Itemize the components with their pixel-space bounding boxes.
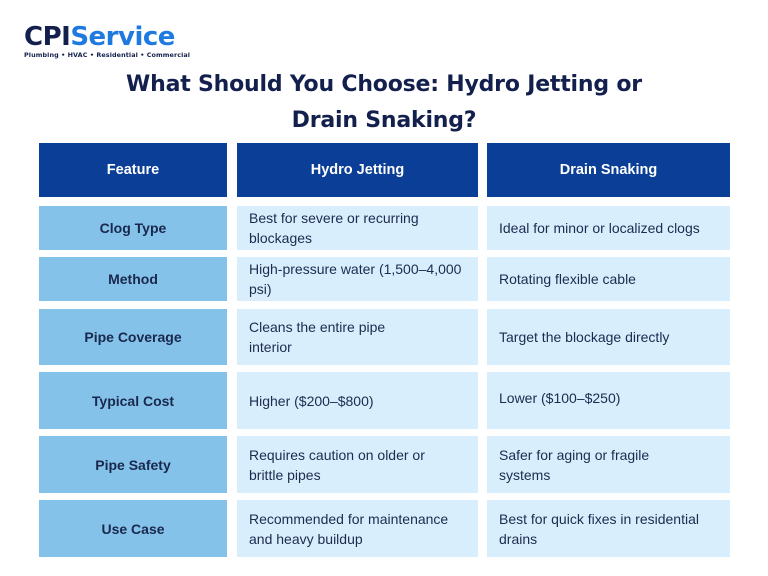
feature-cell-clog-type: Clog Type xyxy=(39,206,227,250)
logo-cpi-text: CPI xyxy=(24,22,71,52)
feature-cell-pipe-safety: Pipe Safety xyxy=(39,436,227,493)
snake-cell-pipe-safety: Safer for aging or fragile systems xyxy=(487,436,730,493)
hydro-cell-pipe-safety: Requires caution on older or brittle pip… xyxy=(237,436,478,493)
header-hydro-jetting: Hydro Jetting xyxy=(237,143,478,197)
snake-cell-use-case: Best for quick fixes in residential drai… xyxy=(487,500,730,557)
hydro-cell-pipe-coverage: Cleans the entire pipe interior xyxy=(237,309,478,365)
feature-cell-typical-cost: Typical Cost xyxy=(39,372,227,429)
feature-cell-pipe-coverage: Pipe Coverage xyxy=(39,309,227,365)
header-drain-snaking: Drain Snaking xyxy=(487,143,730,197)
cpi-service-logo: CPIService Plumbing • HVAC • Residential… xyxy=(24,22,190,59)
feature-cell-use-case: Use Case xyxy=(39,500,227,557)
hydro-cell-clog-type: Best for severe or recurring blockages xyxy=(237,206,478,250)
header-feature: Feature xyxy=(39,143,227,197)
title-line-1: What Should You Choose: Hydro Jetting or xyxy=(126,72,642,97)
logo-tagline: Plumbing • HVAC • Residential • Commerci… xyxy=(24,51,191,59)
hydro-cell-use-case: Recommended for maintenance and heavy bu… xyxy=(237,500,478,557)
title-line-2: Drain Snaking? xyxy=(291,108,477,133)
snake-cell-method: Rotating flexible cable xyxy=(487,257,730,301)
snake-cell-clog-type: Ideal for minor or localized clogs xyxy=(487,206,730,250)
snake-cell-typical-cost: Lower ($100–$250) xyxy=(487,372,730,429)
snake-cell-pipe-coverage: Target the blockage directly xyxy=(487,309,730,365)
logo-wordmark: CPIService xyxy=(24,22,190,52)
hydro-cell-method: High-pressure water (1,500–4,000 psi) xyxy=(237,257,478,301)
page-title: What Should You Choose: Hydro Jetting or… xyxy=(80,67,688,139)
hydro-cell-typical-cost: Higher ($200–$800) xyxy=(237,372,478,429)
feature-cell-method: Method xyxy=(39,257,227,301)
logo-service-text: Service xyxy=(70,22,175,52)
